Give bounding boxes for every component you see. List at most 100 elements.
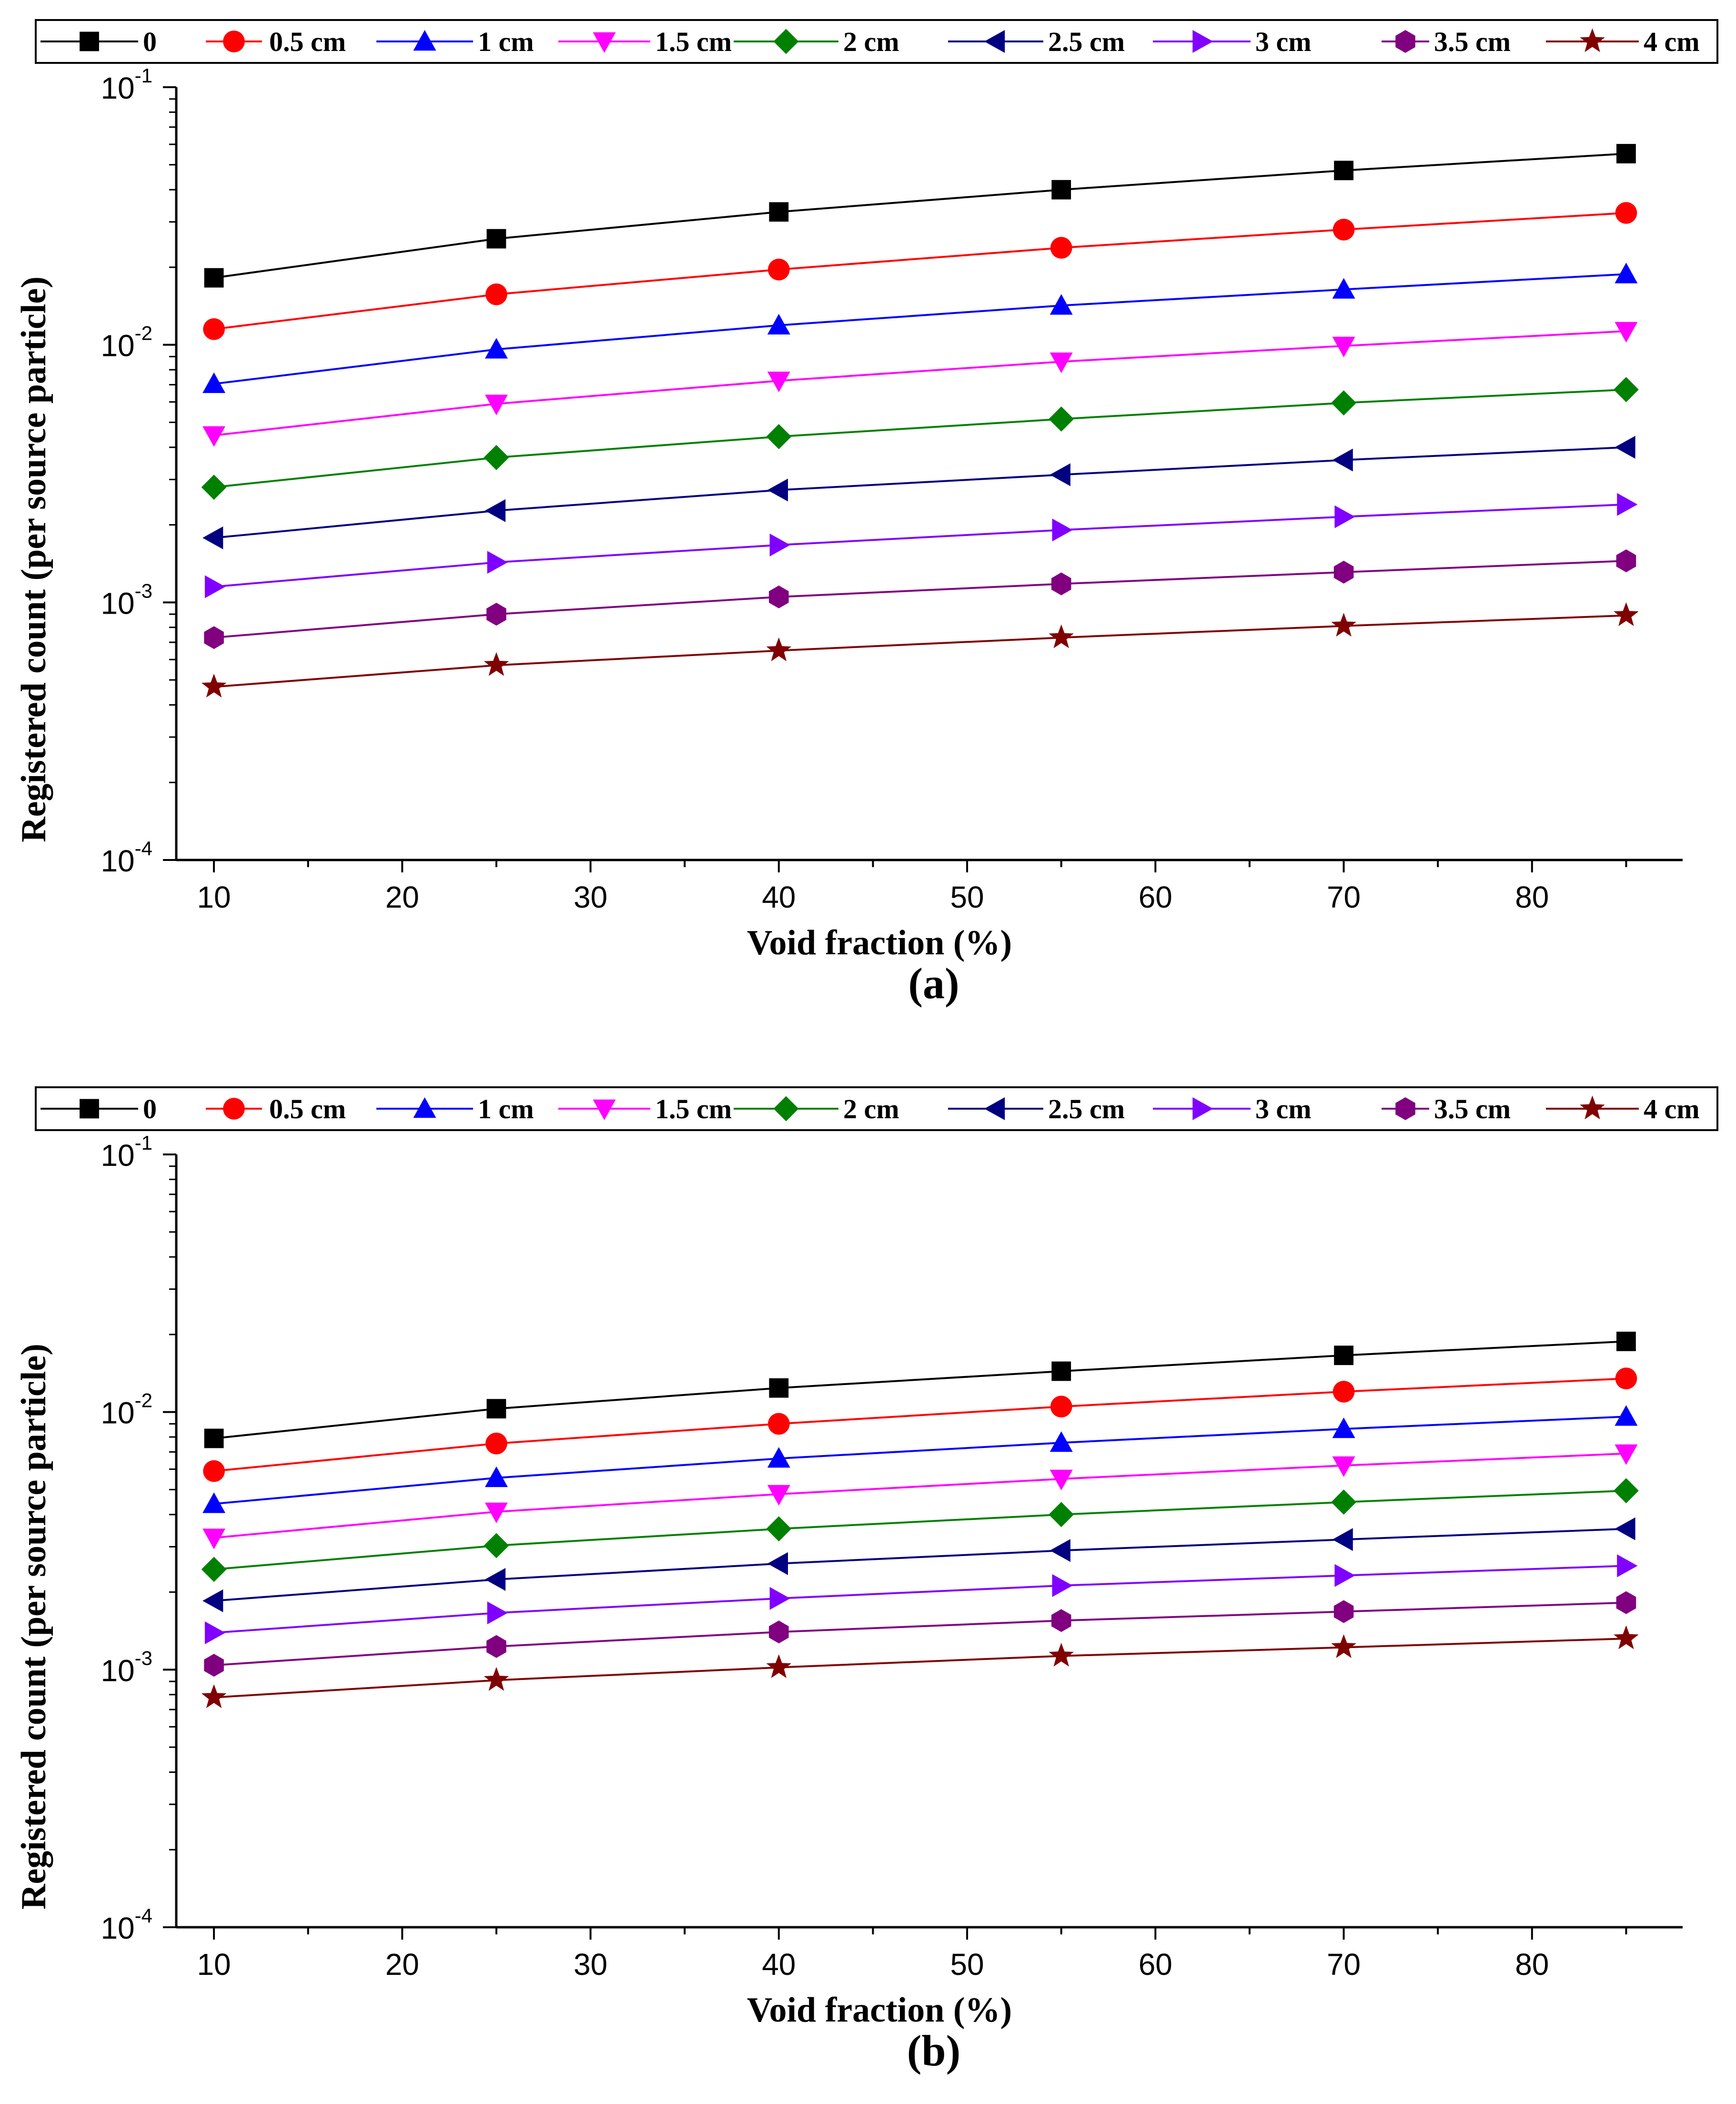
series-line (213, 1377, 1626, 1472)
x-tick-label: 70 (1327, 1947, 1361, 1982)
series (201, 1625, 1639, 1709)
legend-marker (593, 32, 616, 53)
legend: 0 0.5 cm 1 cm 1.5 cm 2 cm 2.5 cm 3 cm 3.5 cm 4 c… (35, 1086, 1718, 1131)
legend-item: 1.5 cm (558, 1093, 732, 1124)
data-point (1050, 463, 1070, 486)
data-point (1615, 1517, 1635, 1540)
legend-item: 3 cm (1153, 1093, 1312, 1124)
data-point (1051, 1609, 1071, 1632)
legend: 0 0.5 cm 1 cm 1.5 cm 2 cm 2.5 cm 3 cm 3.5 cm 4 c… (35, 19, 1718, 64)
data-point (767, 1485, 790, 1506)
series (204, 549, 1636, 649)
data-point (1331, 1634, 1356, 1658)
x-tick-label: 80 (1515, 880, 1549, 914)
data-point (767, 478, 788, 502)
data-point (484, 394, 508, 415)
data-point (1049, 1643, 1074, 1667)
data-point (766, 1654, 792, 1679)
data-point (1050, 1396, 1072, 1417)
data-point (202, 1528, 226, 1549)
series-line (213, 273, 1626, 385)
y-tick-label: 10-3 (101, 579, 152, 620)
legend-item: 4 cm (1546, 1093, 1700, 1124)
data-point (1332, 448, 1353, 472)
data-point (1332, 219, 1355, 241)
data-point (204, 1428, 224, 1448)
x-tick-label: 40 (762, 1947, 796, 1982)
legend-item: 4 cm (1546, 26, 1700, 57)
data-point (1332, 1456, 1355, 1477)
panel-label: (b) (907, 2026, 960, 2075)
data-point (1331, 613, 1356, 637)
data-point (1051, 1361, 1071, 1381)
series-line (213, 1638, 1626, 1699)
data-point (1050, 352, 1073, 374)
data-point (1333, 560, 1354, 584)
data-point (1616, 1591, 1636, 1614)
data-point (1331, 1489, 1356, 1515)
data-point (484, 445, 509, 470)
y-tick-label: 10-2 (101, 1389, 152, 1430)
data-point (202, 426, 226, 447)
data-point (1334, 1345, 1353, 1366)
data-point (485, 1432, 507, 1455)
legend-label: 0.5 cm (269, 1093, 346, 1124)
data-point (1332, 278, 1355, 299)
series (202, 322, 1638, 447)
series (204, 1554, 1638, 1644)
y-axis-title: Registered count (per source particle) (14, 1344, 53, 1910)
legend-item: 3 cm (1153, 26, 1312, 57)
series (204, 144, 1636, 288)
data-point (768, 1413, 790, 1435)
legend-marker (1192, 30, 1213, 53)
data-point (487, 551, 508, 574)
legend-item: 1.5 cm (558, 26, 732, 57)
data-point (487, 1601, 508, 1625)
data-point (203, 318, 225, 340)
series (203, 202, 1637, 340)
legend-label: 2 cm (843, 26, 899, 57)
y-tick-label: 10-4 (101, 837, 152, 878)
legend-label: 1.5 cm (655, 26, 732, 57)
data-point (1049, 624, 1074, 648)
x-tick-label: 60 (1139, 880, 1172, 914)
legend-item: 2 cm (734, 26, 899, 57)
data-point (486, 603, 506, 626)
legend-label: 2 cm (843, 1093, 899, 1124)
axes: 10 20 30 40 50 60 70 80 10-1 10-2 10-3 10-4 (101, 64, 1683, 914)
series-line (213, 446, 1626, 539)
legend-marker (1395, 30, 1415, 53)
x-tick-label: 80 (1515, 1947, 1549, 1982)
series (201, 602, 1639, 698)
data-point (202, 1492, 226, 1513)
data-point (202, 1589, 223, 1612)
legend-label: 0.5 cm (269, 26, 346, 57)
series-line (213, 560, 1626, 639)
data-point (484, 652, 509, 676)
data-point (202, 526, 223, 549)
data-point (1050, 294, 1073, 315)
data-point (1617, 493, 1638, 516)
data-point (1615, 1405, 1638, 1426)
data-point (1616, 1332, 1636, 1351)
data-point (484, 1667, 509, 1691)
chart-panel-a: 0 0.5 cm 1 cm 1.5 cm 2 cm 2.5 cm 3 cm 3.5 cm 4 c… (14, 19, 1718, 1008)
legend-label: 0 (143, 1093, 157, 1124)
data-point (1334, 161, 1353, 181)
series-line (213, 152, 1626, 279)
chart-panel-b: 0 0.5 cm 1 cm 1.5 cm 2 cm 2.5 cm 3 cm 3.5 cm 4 c… (14, 1086, 1718, 2075)
x-axis-title: Void fraction (%) (747, 923, 1012, 962)
data-point (1332, 1528, 1353, 1551)
legend-marker (413, 30, 436, 51)
y-tick-label: 10-1 (101, 1132, 152, 1173)
data-point (769, 1587, 790, 1610)
data-point (484, 338, 508, 359)
data-point (769, 585, 789, 608)
x-tick-label: 40 (762, 880, 796, 914)
legend-frame (35, 1086, 1718, 1131)
legend-marker (80, 31, 99, 51)
legend-item: 2.5 cm (948, 26, 1125, 57)
legend-item: 0 (40, 1093, 157, 1124)
data-point (769, 533, 790, 556)
series (202, 1405, 1638, 1513)
